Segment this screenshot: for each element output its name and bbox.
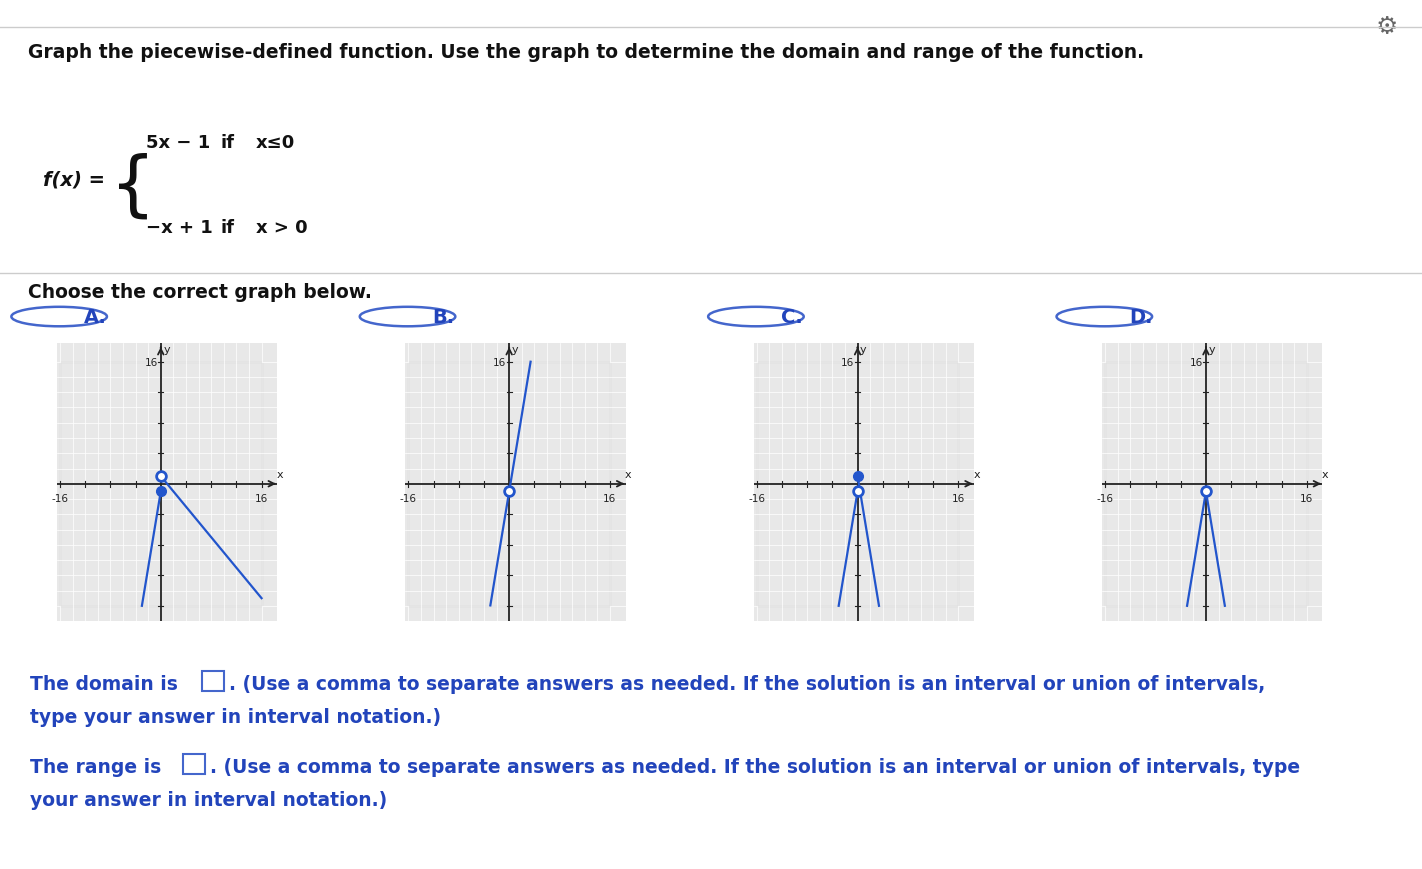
Text: 16: 16 [145, 357, 158, 368]
Text: 16: 16 [1300, 494, 1314, 503]
Bar [1105, 362, 1307, 606]
Text: -16: -16 [1096, 494, 1113, 503]
Text: y: y [512, 345, 519, 355]
Text: -16: -16 [748, 494, 765, 503]
Text: Choose the correct graph below.: Choose the correct graph below. [28, 282, 373, 302]
Text: The domain is: The domain is [30, 674, 178, 693]
Bar [60, 362, 262, 606]
Text: x: x [626, 469, 631, 480]
Text: 16: 16 [493, 357, 506, 368]
Text: if: if [220, 134, 235, 151]
Text: 16: 16 [842, 357, 855, 368]
Text: {: { [111, 152, 156, 222]
Text: y: y [1209, 345, 1216, 355]
Text: if: if [220, 219, 235, 237]
Text: Graph the piecewise-defined function. Use the graph to determine the domain and : Graph the piecewise-defined function. Us… [28, 43, 1145, 63]
Text: f(x) =: f(x) = [43, 170, 105, 189]
Text: 16: 16 [951, 494, 966, 503]
Text: -16: -16 [51, 494, 68, 503]
Text: . (Use a comma to separate answers as needed. If the solution is an interval or : . (Use a comma to separate answers as ne… [210, 757, 1300, 776]
Text: 16: 16 [603, 494, 617, 503]
FancyBboxPatch shape [183, 754, 205, 774]
Text: type your answer in interval notation.): type your answer in interval notation.) [30, 707, 441, 726]
Text: 5x − 1: 5x − 1 [146, 134, 210, 151]
Text: A.: A. [84, 308, 107, 327]
Text: x: x [974, 469, 980, 480]
Text: B.: B. [432, 308, 455, 327]
Text: 16: 16 [255, 494, 269, 503]
Text: D.: D. [1129, 308, 1153, 327]
Bar [757, 362, 958, 606]
Text: x≤0: x≤0 [256, 134, 296, 151]
Text: y: y [860, 345, 867, 355]
Bar [408, 362, 610, 606]
Text: y: y [164, 345, 171, 355]
Text: x: x [277, 469, 283, 480]
Text: 16: 16 [1190, 357, 1203, 368]
Text: ⚙: ⚙ [1375, 15, 1398, 39]
Text: The range is: The range is [30, 757, 161, 776]
Text: -16: -16 [400, 494, 417, 503]
Text: C.: C. [781, 308, 802, 327]
Text: x: x [1322, 469, 1328, 480]
Text: −x + 1: −x + 1 [146, 219, 212, 237]
Text: . (Use a comma to separate answers as needed. If the solution is an interval or : . (Use a comma to separate answers as ne… [229, 674, 1266, 693]
FancyBboxPatch shape [202, 672, 225, 691]
Text: x > 0: x > 0 [256, 219, 307, 237]
Text: your answer in interval notation.): your answer in interval notation.) [30, 790, 387, 809]
